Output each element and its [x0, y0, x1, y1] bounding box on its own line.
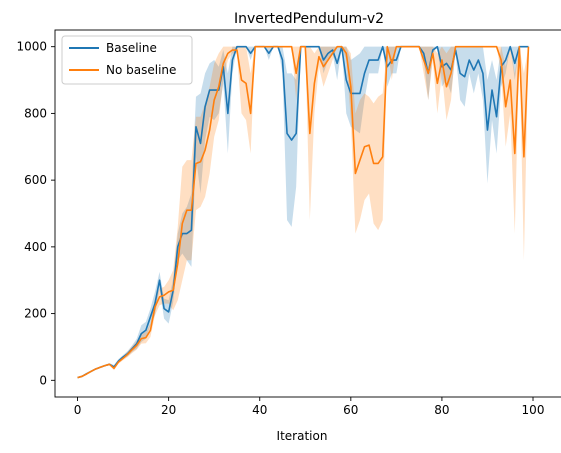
y-tick-label-200: 200 — [24, 307, 47, 321]
x-tick-label-0: 0 — [74, 403, 82, 417]
y-tick-label-800: 800 — [24, 106, 47, 120]
chart-title: InvertedPendulum-v2 — [234, 11, 384, 27]
legend-label-baseline: Baseline — [106, 41, 157, 55]
x-tick-label-100: 100 — [522, 403, 545, 417]
x-tick-label-40: 40 — [252, 403, 267, 417]
x-axis-label: Iteration — [277, 429, 328, 443]
x-tick-label-60: 60 — [343, 403, 358, 417]
legend-label-no-baseline: No baseline — [106, 63, 176, 77]
x-tick-label-80: 80 — [434, 403, 449, 417]
y-tick-label-0: 0 — [39, 373, 47, 387]
y-tick-label-1000: 1000 — [16, 40, 47, 54]
legend: Baseline No baseline — [62, 36, 192, 84]
x-tick-label-20: 20 — [161, 403, 176, 417]
y-tick-label-400: 400 — [24, 240, 47, 254]
y-tick-label-600: 600 — [24, 173, 47, 187]
